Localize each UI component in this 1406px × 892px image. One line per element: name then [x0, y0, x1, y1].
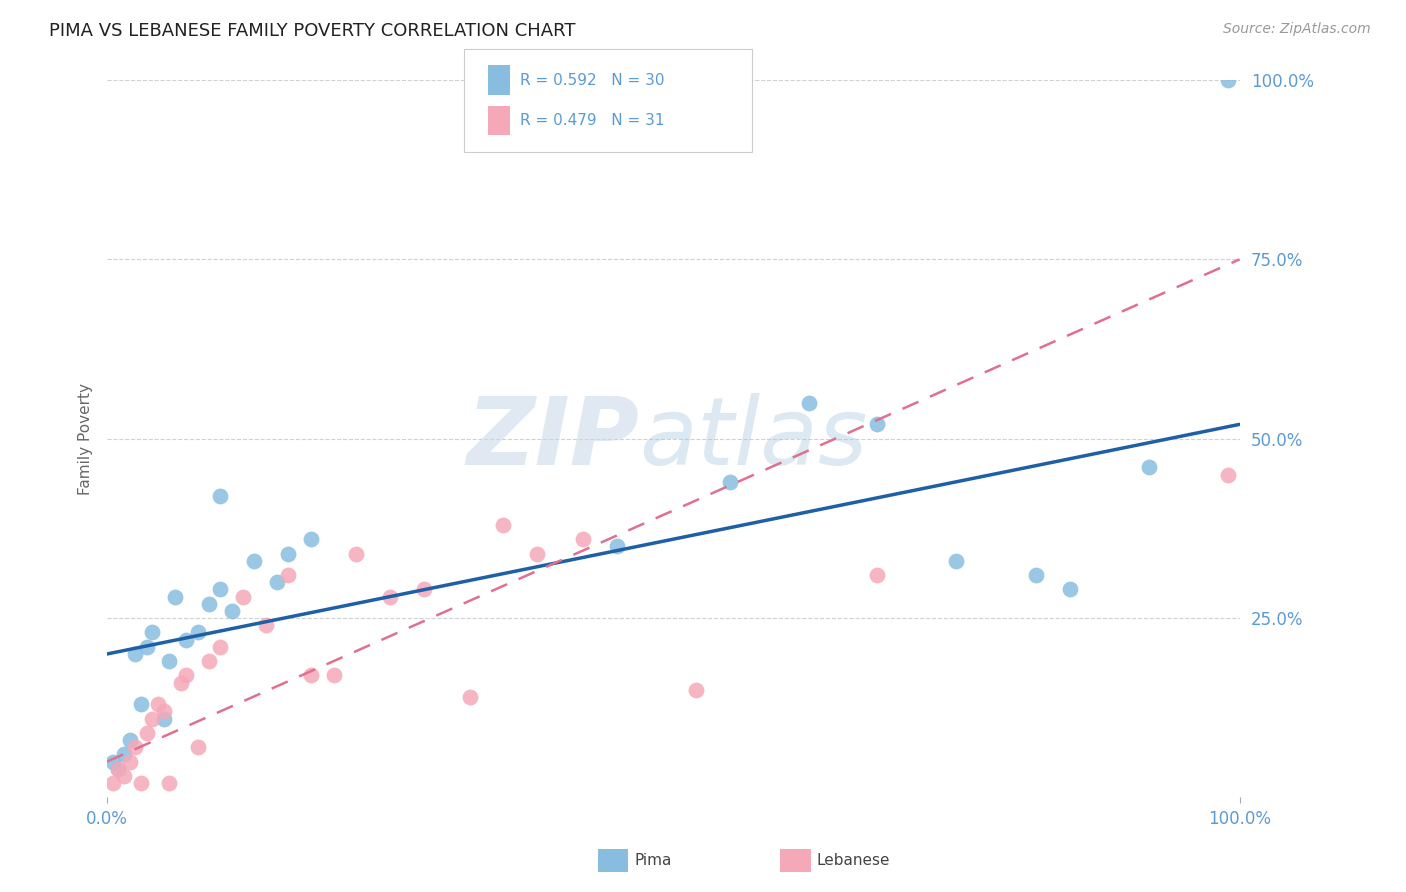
Point — [344, 547, 367, 561]
Point — [799, 396, 821, 410]
Point — [685, 682, 707, 697]
Point — [112, 769, 135, 783]
Point — [124, 740, 146, 755]
Point — [101, 776, 124, 790]
Text: R = 0.592   N = 30: R = 0.592 N = 30 — [520, 72, 665, 87]
Point — [299, 668, 322, 682]
Point — [107, 762, 129, 776]
Point — [243, 554, 266, 568]
Point — [187, 740, 209, 755]
Point — [1025, 568, 1047, 582]
Point — [492, 517, 515, 532]
Point — [141, 712, 163, 726]
Text: Pima: Pima — [634, 854, 672, 868]
Y-axis label: Family Poverty: Family Poverty — [79, 383, 93, 495]
Point — [322, 668, 344, 682]
Point — [146, 697, 169, 711]
Point — [458, 690, 481, 704]
Point — [526, 547, 548, 561]
Point — [129, 776, 152, 790]
Point — [198, 597, 221, 611]
Point — [170, 675, 193, 690]
Text: ZIP: ZIP — [467, 392, 640, 484]
Point — [141, 625, 163, 640]
Point — [866, 417, 889, 432]
Point — [277, 568, 299, 582]
Point — [101, 755, 124, 769]
Point — [1137, 460, 1160, 475]
Text: PIMA VS LEBANESE FAMILY POVERTY CORRELATION CHART: PIMA VS LEBANESE FAMILY POVERTY CORRELAT… — [49, 22, 575, 40]
Point — [1218, 73, 1240, 87]
Point — [1218, 467, 1240, 482]
Point — [176, 668, 198, 682]
Text: atlas: atlas — [640, 393, 868, 484]
Point — [945, 554, 967, 568]
Point — [159, 776, 181, 790]
Point — [159, 654, 181, 668]
Point — [413, 582, 436, 597]
Point — [198, 654, 221, 668]
Point — [135, 726, 157, 740]
Text: Lebanese: Lebanese — [817, 854, 890, 868]
Point — [718, 475, 741, 489]
Point — [118, 733, 141, 747]
Point — [866, 568, 889, 582]
Point — [107, 762, 129, 776]
Point — [266, 575, 288, 590]
Point — [1059, 582, 1081, 597]
Point — [232, 590, 254, 604]
Text: Source: ZipAtlas.com: Source: ZipAtlas.com — [1223, 22, 1371, 37]
Point — [165, 590, 187, 604]
Point — [221, 604, 243, 618]
Point — [277, 547, 299, 561]
Point — [187, 625, 209, 640]
Point — [254, 618, 277, 632]
Point — [124, 647, 146, 661]
Point — [571, 532, 593, 546]
Point — [209, 640, 232, 654]
Point — [176, 632, 198, 647]
Point — [606, 539, 628, 553]
Point — [135, 640, 157, 654]
Point — [152, 704, 174, 718]
Point — [380, 590, 402, 604]
Point — [209, 489, 232, 503]
Point — [118, 755, 141, 769]
Point — [209, 582, 232, 597]
Point — [152, 712, 174, 726]
Point — [299, 532, 322, 546]
Point — [129, 697, 152, 711]
Point — [112, 747, 135, 762]
Text: R = 0.479   N = 31: R = 0.479 N = 31 — [520, 112, 665, 128]
